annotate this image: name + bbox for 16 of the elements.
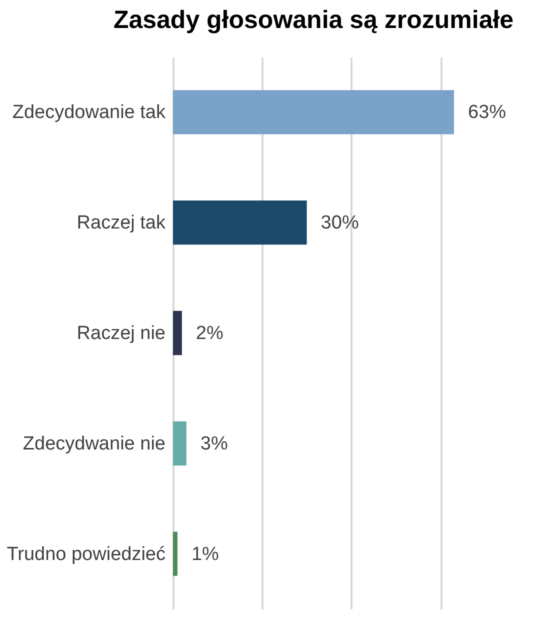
y-tick-label: Zdecydowanie tak xyxy=(12,102,166,124)
bar xyxy=(173,421,186,466)
data-label: 30% xyxy=(320,212,359,234)
bar xyxy=(173,90,454,134)
bar xyxy=(173,200,307,245)
y-tick-label: Raczej nie xyxy=(76,323,166,344)
bar xyxy=(173,310,182,356)
y-tick-label: Zdecydwanie nie xyxy=(22,433,166,454)
data-label: 1% xyxy=(191,544,220,565)
y-tick-label: Trudno powiedzieć xyxy=(6,544,166,565)
data-label: 3% xyxy=(200,433,228,454)
data-label: 2% xyxy=(196,323,224,344)
data-label: 63% xyxy=(468,102,506,124)
bar xyxy=(173,532,178,576)
chart-title: Zasady głosowania są zrozumiałe xyxy=(113,6,514,34)
y-tick-label: Raczej tak xyxy=(76,212,166,234)
